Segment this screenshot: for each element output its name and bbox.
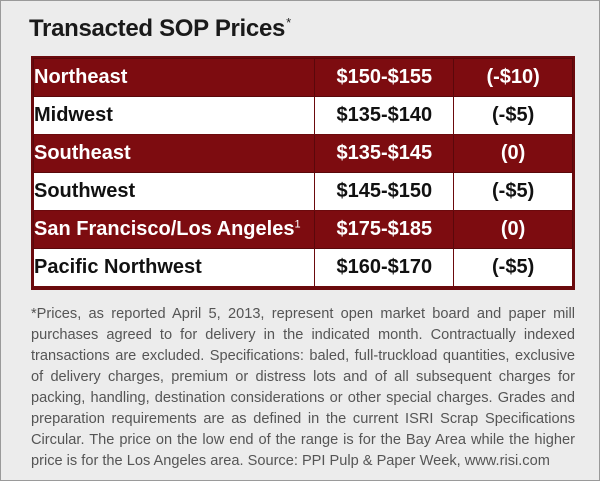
footnote: *Prices, as reported April 5, 2013, repr… bbox=[31, 306, 575, 469]
title-text: Transacted SOP Prices bbox=[29, 15, 286, 42]
table-row: Southeast $135-$145 (0) bbox=[32, 134, 573, 173]
table-row: Midwest $135-$140 (-$5) bbox=[32, 96, 573, 135]
table-row: Pacific Northwest $160-$170 (-$5) bbox=[32, 248, 573, 287]
change-cell: (-$5) bbox=[453, 172, 573, 211]
region-cell: Southeast bbox=[32, 134, 316, 173]
price-cell: $150-$155 bbox=[314, 58, 455, 97]
region-cell: Midwest bbox=[32, 96, 316, 135]
change-cell: (-$5) bbox=[453, 248, 573, 287]
change-cell: (-$10) bbox=[453, 58, 573, 97]
region-name: Northeast bbox=[34, 66, 128, 88]
price-cell: $135-$145 bbox=[314, 134, 455, 173]
price-cell: $175-$185 bbox=[314, 210, 455, 249]
table-row: Northeast $150-$155 (-$10) bbox=[32, 58, 573, 97]
table-row: San Francisco/Los Angeles1 $175-$185 (0) bbox=[32, 210, 573, 249]
region-cell: San Francisco/Los Angeles1 bbox=[32, 210, 316, 249]
price-table-wrapper: Northeast $150-$155 (-$10) Midwest $135-$140… bbox=[31, 56, 575, 290]
price-table: Northeast $150-$155 (-$10) Midwest $135-$140… bbox=[32, 58, 573, 287]
region-name: Southeast bbox=[34, 142, 131, 164]
region-footnote-marker: 1 bbox=[294, 218, 301, 231]
region-cell: Northeast bbox=[32, 58, 316, 97]
region-name: San Francisco/Los Angeles bbox=[34, 218, 295, 240]
change-cell: (-$5) bbox=[453, 96, 573, 135]
region-name: Southwest bbox=[34, 180, 136, 202]
price-cell: $135-$140 bbox=[314, 96, 455, 135]
region-cell: Southwest bbox=[32, 172, 316, 211]
price-cell: $145-$150 bbox=[314, 172, 455, 211]
price-cell: $160-$170 bbox=[314, 248, 455, 287]
page-title: Transacted SOP Prices* bbox=[29, 15, 291, 43]
region-name: Midwest bbox=[34, 104, 113, 126]
title-footnote-marker: * bbox=[286, 15, 291, 30]
region-cell: Pacific Northwest bbox=[32, 248, 316, 287]
table-row: Southwest $145-$150 (-$5) bbox=[32, 172, 573, 211]
change-cell: (0) bbox=[453, 134, 573, 173]
change-cell: (0) bbox=[453, 210, 573, 249]
region-name: Pacific Northwest bbox=[34, 256, 202, 278]
